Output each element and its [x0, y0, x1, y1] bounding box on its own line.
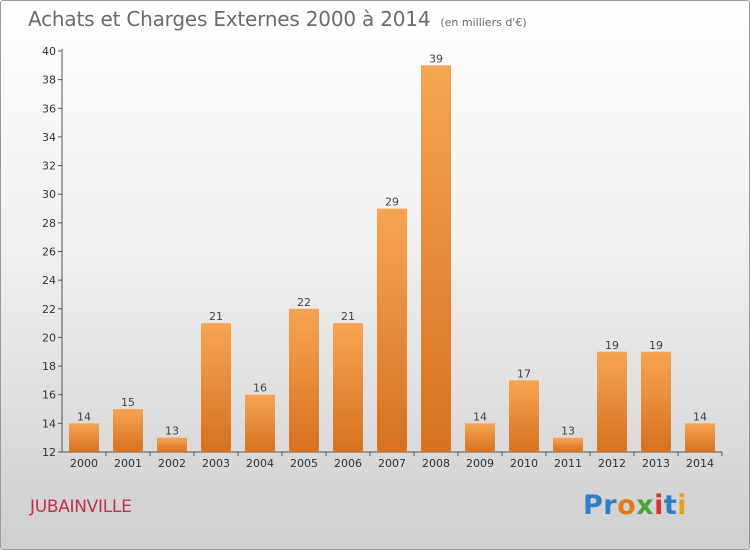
- value-label: 39: [429, 52, 443, 65]
- bar: [201, 323, 231, 452]
- value-label: 14: [473, 410, 487, 423]
- bar: [553, 437, 583, 452]
- y-tick-label: 24: [42, 274, 56, 287]
- value-label: 22: [297, 296, 311, 309]
- logo-part: i: [677, 490, 688, 521]
- value-label: 17: [517, 367, 531, 380]
- value-label: 19: [605, 339, 619, 352]
- bar: [421, 65, 451, 453]
- x-tick-label: 2005: [290, 457, 318, 470]
- x-tick-label: 2008: [422, 457, 450, 470]
- y-tick-label: 38: [42, 74, 56, 87]
- chart-title-block: Achats et Charges Externes 2000 à 2014 (e…: [28, 7, 527, 31]
- y-tick-label: 16: [42, 389, 56, 402]
- logo-part: i: [654, 490, 664, 521]
- x-tick-label: 2011: [554, 457, 582, 470]
- chart-title: Achats et Charges Externes 2000 à 2014: [28, 7, 431, 31]
- bar: [113, 409, 143, 452]
- bar: [289, 308, 319, 452]
- y-tick-label: 28: [42, 217, 56, 230]
- logo-part: Pr: [583, 490, 618, 521]
- logo-part: x: [636, 490, 655, 521]
- chart-unit: (en milliers d'€): [440, 16, 527, 29]
- bar: [333, 323, 363, 452]
- value-label: 29: [385, 196, 399, 209]
- y-tick-label: 26: [42, 246, 56, 259]
- y-tick-label: 30: [42, 188, 56, 201]
- x-tick-label: 2014: [686, 457, 714, 470]
- x-tick-label: 2002: [158, 457, 186, 470]
- x-tick-label: 2006: [334, 457, 362, 470]
- y-tick-label: 40: [42, 45, 56, 58]
- value-label: 13: [561, 425, 575, 438]
- bar: [245, 394, 275, 452]
- bar: [641, 351, 671, 452]
- proxiti-logo: Proxiti: [583, 490, 687, 521]
- value-label: 19: [649, 339, 663, 352]
- bar: [597, 351, 627, 452]
- x-tick-label: 2001: [114, 457, 142, 470]
- y-tick-label: 18: [42, 360, 56, 373]
- value-label: 21: [209, 310, 223, 323]
- value-label: 14: [77, 410, 91, 423]
- x-tick-label: 2010: [510, 457, 538, 470]
- y-tick-label: 20: [42, 331, 56, 344]
- x-tick-label: 2007: [378, 457, 406, 470]
- bar: [377, 208, 407, 452]
- value-label: 16: [253, 382, 267, 395]
- bar: [69, 423, 99, 452]
- value-label: 15: [121, 396, 135, 409]
- y-tick-label: 34: [42, 131, 56, 144]
- x-tick-label: 2004: [246, 457, 274, 470]
- value-label: 13: [165, 425, 179, 438]
- x-tick-label: 2012: [598, 457, 626, 470]
- logo-part: o: [617, 490, 637, 521]
- y-tick-label: 32: [42, 160, 56, 173]
- x-tick-label: 2003: [202, 457, 230, 470]
- value-label: 21: [341, 310, 355, 323]
- x-tick-label: 2009: [466, 457, 494, 470]
- bar: [685, 423, 715, 452]
- x-tick-label: 2013: [642, 457, 670, 470]
- value-label: 14: [693, 410, 707, 423]
- x-tick-label: 2000: [70, 457, 98, 470]
- logo-part: t: [663, 490, 678, 521]
- bar: [157, 437, 187, 452]
- y-tick-label: 12: [42, 446, 56, 459]
- y-tick-label: 14: [42, 417, 56, 430]
- bar: [465, 423, 495, 452]
- bar: [509, 380, 539, 452]
- y-tick-label: 22: [42, 303, 56, 316]
- commune-name: JUBAINVILLE: [30, 497, 132, 517]
- y-tick-label: 36: [42, 102, 56, 115]
